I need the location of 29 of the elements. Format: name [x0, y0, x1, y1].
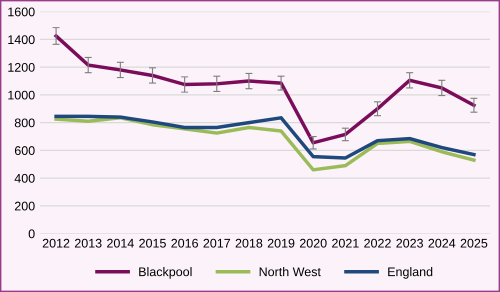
x-tick-label: 2021	[332, 238, 359, 248]
y-tick-label: 1400	[8, 35, 35, 44]
y-tick-label: 1000	[8, 90, 35, 100]
x-tick-label: 2022	[364, 238, 391, 248]
line-series	[54, 34, 476, 144]
x-tick-label: 2025	[460, 238, 488, 248]
legend-label: North West	[260, 267, 321, 276]
x-tick-label: 2015	[139, 238, 166, 248]
legend-label: England	[388, 267, 432, 279]
y-tick-label: 800	[14, 118, 35, 128]
legend-label: Blackpool	[139, 267, 192, 279]
x-tick-label: 2016	[171, 238, 198, 248]
x-tick-label: 2023	[396, 238, 423, 248]
x-tick-label: 2017	[204, 238, 230, 248]
x-tick-label: 2019	[268, 238, 294, 248]
x-tick-label: 2020	[300, 238, 327, 248]
line-series	[54, 114, 476, 160]
x-tick-label: 2018	[236, 238, 262, 248]
y-tick-label: 200	[14, 202, 35, 211]
x-tick-label: 2024	[428, 238, 456, 248]
y-tick-label: 600	[14, 146, 35, 156]
x-tick-label: 2013	[74, 238, 102, 248]
x-tick-label: 2014	[107, 238, 134, 248]
x-tick-label: 2012	[42, 238, 70, 248]
y-tick-label: 400	[14, 174, 35, 183]
y-tick-label: 1600	[8, 7, 35, 16]
line-series	[54, 116, 476, 172]
y-tick-label: 0	[28, 229, 35, 238]
y-tick-label: 1200	[8, 62, 35, 72]
